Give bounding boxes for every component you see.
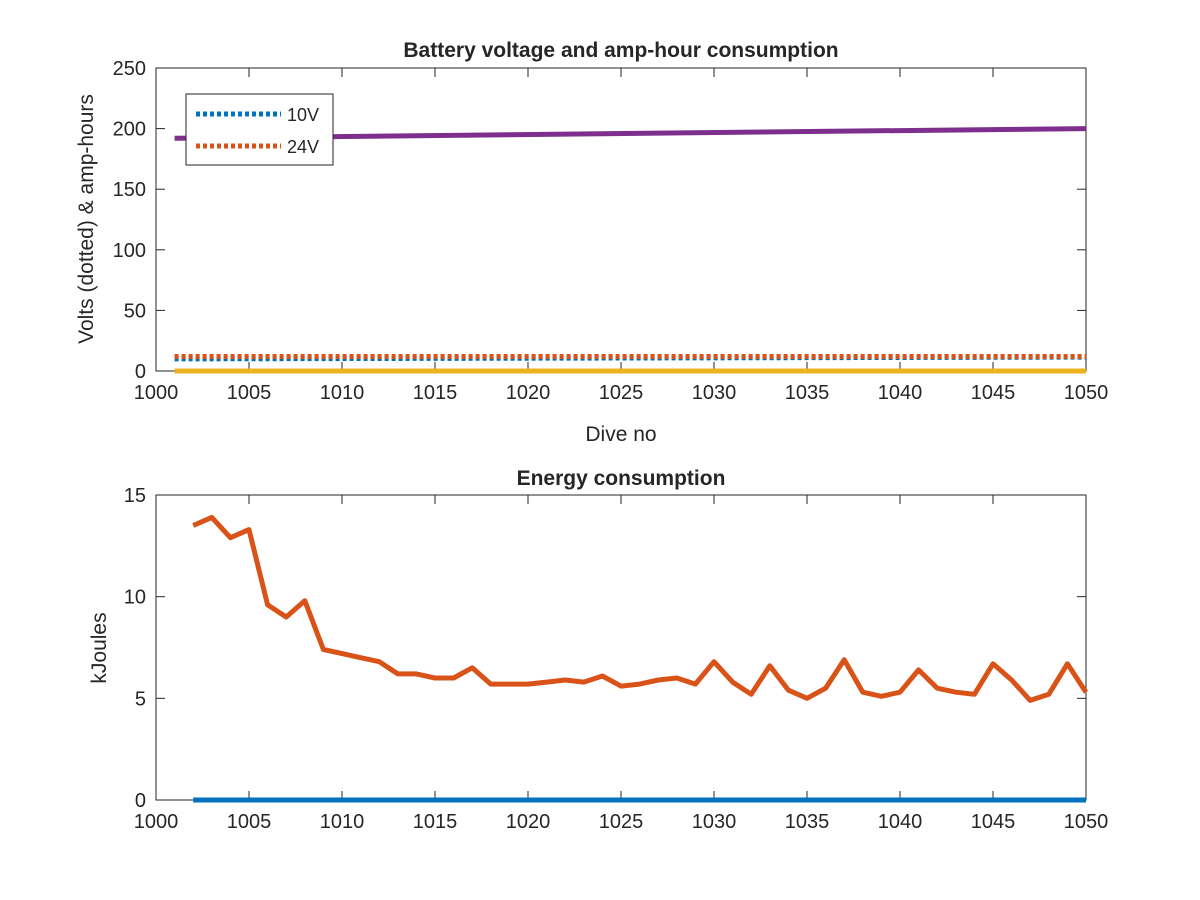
energy-plot-series-line-1 xyxy=(192,514,1089,703)
voltage-plot-legend: 10V 24V xyxy=(185,93,334,166)
energy-plot-ytick-label: 0 xyxy=(135,790,146,812)
voltage-plot-xtick-label: 1000 xyxy=(134,382,179,404)
legend-box xyxy=(185,93,334,166)
voltage-plot-xtick-label: 1030 xyxy=(692,382,737,404)
voltage-plot-xtick-label: 1050 xyxy=(1064,382,1109,404)
energy-plot-xtick-label: 1020 xyxy=(506,811,551,833)
energy-plot-ytick-label: 10 xyxy=(124,587,146,609)
voltage-plot-xtick-label: 1025 xyxy=(599,382,644,404)
voltage-plot-xlabel: Dive no xyxy=(585,423,656,446)
voltage-plot-xtick-label: 1040 xyxy=(878,382,923,404)
energy-plot-title: Energy consumption xyxy=(517,467,726,490)
voltage-plot-ytick-label: 100 xyxy=(113,240,146,262)
energy-plot-ytick-label: 5 xyxy=(135,688,146,710)
voltage-plot-ytick-label: 250 xyxy=(113,58,146,80)
energy-plot-ylabel: kJoules xyxy=(88,612,111,683)
voltage-plot-ticks: 1000 1005 1010 1015 1020 1025 1030 1035 1040 1045… xyxy=(113,58,1109,404)
energy-plot-xtick-label: 1015 xyxy=(413,811,458,833)
voltage-plot-ytick-label: 50 xyxy=(124,300,146,322)
energy-plot-xtick-label: 1050 xyxy=(1064,811,1109,833)
voltage-plot-xtick-label: 1015 xyxy=(413,382,458,404)
voltage-plot-ytick-label: 0 xyxy=(135,361,146,383)
voltage-plot-ytick-label: 200 xyxy=(113,119,146,141)
legend-label-10v: 10V xyxy=(287,105,319,125)
energy-plot-xtick-label: 1035 xyxy=(785,811,830,833)
voltage-plot-xtick-label: 1035 xyxy=(785,382,830,404)
voltage-plot-ytick-label: 150 xyxy=(113,179,146,201)
voltage-plot-xtick-label: 1010 xyxy=(320,382,365,404)
legend-label-24v: 24V xyxy=(287,137,319,157)
energy-plot-ticks: 1000 1005 1010 1015 1020 1025 1030 1035 1040 1045… xyxy=(124,485,1109,833)
energy-plot-series xyxy=(192,514,1089,803)
energy-plot-xtick-label: 1010 xyxy=(320,811,365,833)
energy-plot-xtick-label: 1005 xyxy=(227,811,272,833)
voltage-plot-title: Battery voltage and amp-hour consumption xyxy=(403,39,838,62)
voltage-plot-xtick-label: 1020 xyxy=(506,382,551,404)
voltage-plot-xtick-label: 1005 xyxy=(227,382,272,404)
energy-plot-ytick-label: 15 xyxy=(124,485,146,507)
voltage-plot: Battery voltage and amp-hour consumption… xyxy=(75,39,1108,446)
energy-plot-xtick-label: 1030 xyxy=(692,811,737,833)
energy-plot-xtick-label: 1000 xyxy=(134,811,179,833)
energy-plot-xtick-label: 1025 xyxy=(599,811,644,833)
voltage-plot-xtick-label: 1045 xyxy=(971,382,1016,404)
voltage-plot-ylabel: Volts (dotted) & amp-hours xyxy=(75,94,98,344)
energy-plot-axes-box xyxy=(155,494,1087,801)
energy-plot-xtick-label: 1045 xyxy=(971,811,1016,833)
energy-plot-xtick-label: 1040 xyxy=(878,811,923,833)
energy-plot: Energy consumption 1000 1005 1010 1015 1020 1… xyxy=(88,467,1108,833)
